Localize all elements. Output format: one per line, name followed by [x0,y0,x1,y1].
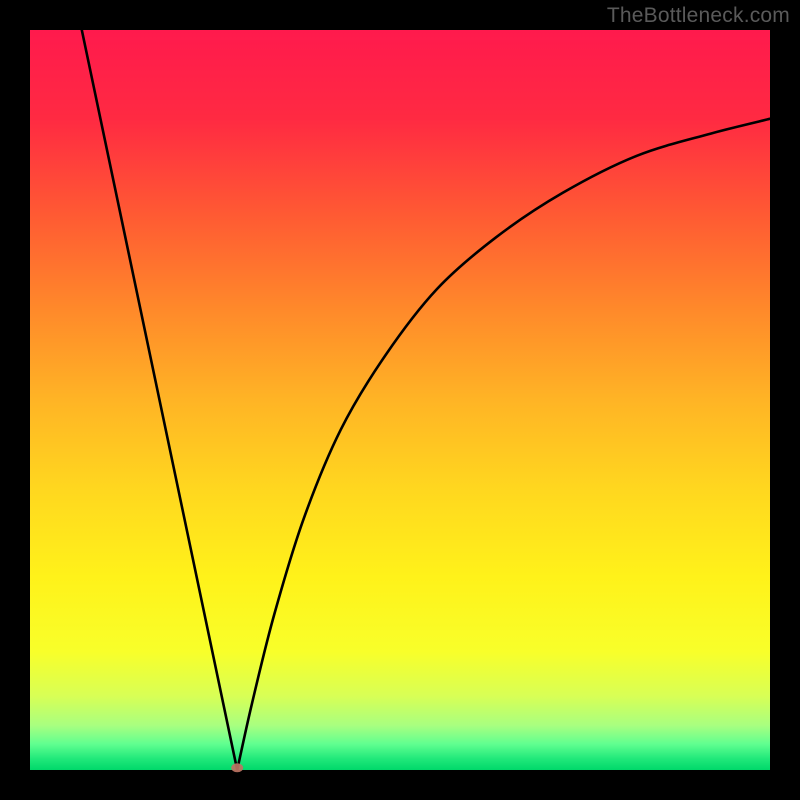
chart-container: TheBottleneck.com [0,0,800,800]
bottleneck-chart [0,0,800,800]
watermark-text: TheBottleneck.com [607,4,790,28]
plot-background [30,30,770,770]
minimum-marker [231,763,243,772]
